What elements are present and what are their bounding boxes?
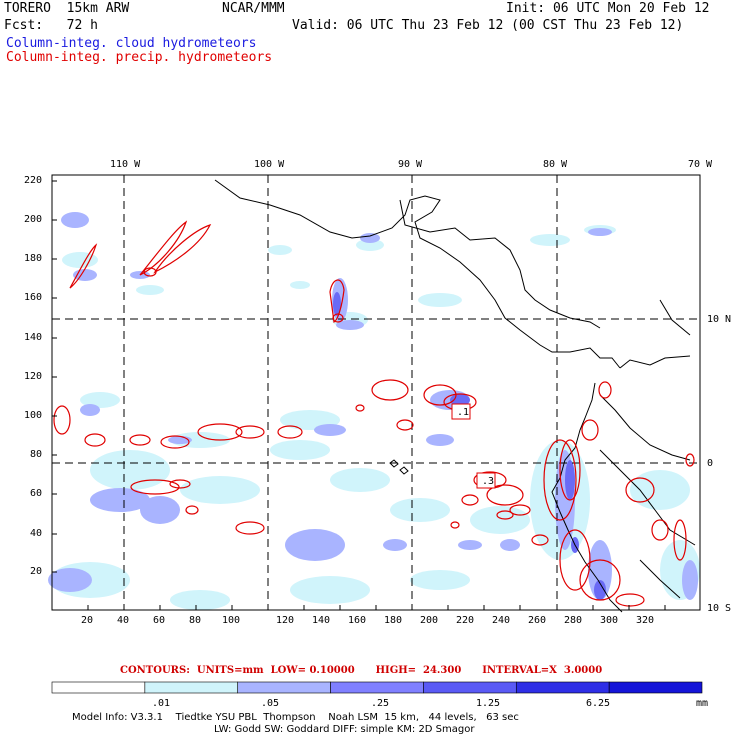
valid-time: Valid: 06 UTC Thu 23 Feb 12 (00 CST Thu …: [292, 18, 684, 33]
y-tick-label: 220: [24, 175, 43, 186]
x-tick-label: 300: [600, 615, 619, 626]
x-tick-marks: [87, 605, 666, 610]
x-tick-label: 120: [276, 615, 295, 626]
y-tick-label: 80: [30, 449, 43, 460]
colorbar-swatch: [515, 681, 610, 694]
y-tick-label: 100: [24, 410, 43, 421]
x-tick-label: 160: [348, 615, 367, 626]
x-tick-label: 80: [189, 615, 202, 626]
lon-label: 90 W: [398, 159, 423, 170]
colorbar-label: 6.25: [586, 698, 611, 709]
field-precip-label: Column-integ. precip. hydrometeors: [6, 50, 273, 65]
low-label-1: .1: [457, 407, 470, 418]
y-tick-label: 140: [24, 332, 43, 343]
forecast-hour: Fcst: 72 h: [4, 18, 98, 33]
colorbar-swatch: [51, 681, 146, 694]
low-label-3: .3: [482, 476, 495, 487]
lat-label: 0: [707, 458, 714, 469]
model-info-line1: Model Info: V3.3.1 Tiedtke YSU PBL Thomp…: [72, 712, 519, 723]
y-tick-label: 20: [30, 566, 43, 577]
x-tick-label: 40: [117, 615, 130, 626]
y-tick-marks: [52, 180, 57, 573]
init-time: Init: 06 UTC Mon 20 Feb 12: [506, 1, 710, 16]
x-tick-label: 140: [312, 615, 331, 626]
colorbar-swatch: [608, 681, 703, 694]
lat-label: 10 N: [707, 314, 732, 325]
colorbar-label: 1.25: [476, 698, 501, 709]
x-tick-label: 320: [636, 615, 655, 626]
contours-high: HIGH= 24.300: [375, 665, 462, 676]
colorbar-swatch: [237, 681, 331, 694]
low-marker-3: [476, 472, 496, 489]
colorbar-label: .25: [371, 698, 390, 709]
colorbar-swatch: [330, 681, 424, 694]
contours-label: CONTOURS:: [120, 665, 190, 676]
coastline: [214, 179, 696, 613]
x-tick-label: 60: [153, 615, 166, 626]
x-tick-label: 180: [384, 615, 403, 626]
colorbar-label: .05: [261, 698, 280, 709]
colorbar-label: .01: [152, 698, 171, 709]
colorbar-swatch: [423, 681, 517, 694]
contours-units: UNITS=mm: [196, 665, 264, 676]
low-markers: [451, 403, 496, 489]
lat-lon-grid: [52, 175, 700, 610]
lon-label: 80 W: [543, 159, 568, 170]
lon-label: 70 W: [688, 159, 713, 170]
x-tick-label: 200: [420, 615, 439, 626]
model-name: TORERO 15km ARW: [4, 1, 130, 16]
lon-label: 110 W: [110, 159, 141, 170]
field-cloud-label: Column-integ. cloud hydrometeors: [6, 36, 257, 51]
y-tick-label: 160: [24, 292, 43, 303]
contours-low: LOW= 0.10000: [270, 665, 355, 676]
x-tick-label: 260: [528, 615, 547, 626]
precip-contours: [53, 220, 695, 607]
x-tick-label: 20: [81, 615, 94, 626]
y-tick-label: 60: [30, 488, 43, 499]
lat-label: 10 S: [707, 603, 732, 614]
x-tick-label: 220: [456, 615, 475, 626]
center-name: NCAR/MMM: [222, 1, 285, 16]
contours-interval: INTERVAL=X 3.0000: [482, 665, 603, 676]
y-tick-label: 200: [24, 214, 43, 225]
low-marker-1: [451, 403, 471, 420]
x-tick-label: 100: [222, 615, 241, 626]
model-info-line2: LW: Godd SW: Goddard DIFF: simple KM: 2D…: [214, 724, 475, 735]
contour-info: CONTOURS: UNITS=mm LOW= 0.10000 HIGH= 24…: [120, 665, 602, 676]
lon-label: 100 W: [254, 159, 285, 170]
colorbar-unit: mm: [696, 698, 709, 709]
y-tick-label: 120: [24, 371, 43, 382]
y-tick-label: 180: [24, 253, 43, 264]
x-tick-label: 280: [564, 615, 583, 626]
colorbar-swatch: [144, 681, 239, 694]
x-tick-label: 240: [492, 615, 511, 626]
y-tick-label: 40: [30, 528, 43, 539]
